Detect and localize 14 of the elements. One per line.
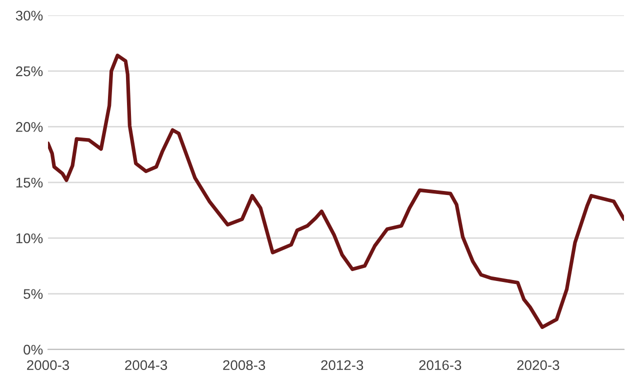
x-tick-label: 2000-3 <box>27 360 70 370</box>
y-tick-label: 5% <box>24 289 43 299</box>
line-series <box>48 54 624 329</box>
x-tick-label: 2004-3 <box>125 360 168 370</box>
y-tick-label: 30% <box>16 10 43 21</box>
y-tick-label: 25% <box>16 66 43 76</box>
y-tick-label: 15% <box>16 178 43 188</box>
x-tick-label: 2020-3 <box>517 360 560 370</box>
x-tick-label: 2012-3 <box>321 360 364 370</box>
x-tick-label: 2016-3 <box>419 360 462 370</box>
y-tick-label: 10% <box>16 233 43 244</box>
y-tick-label: 0% <box>24 344 43 355</box>
x-tick-label: 2008-3 <box>223 360 266 370</box>
y-tick-label: 20% <box>16 122 43 132</box>
